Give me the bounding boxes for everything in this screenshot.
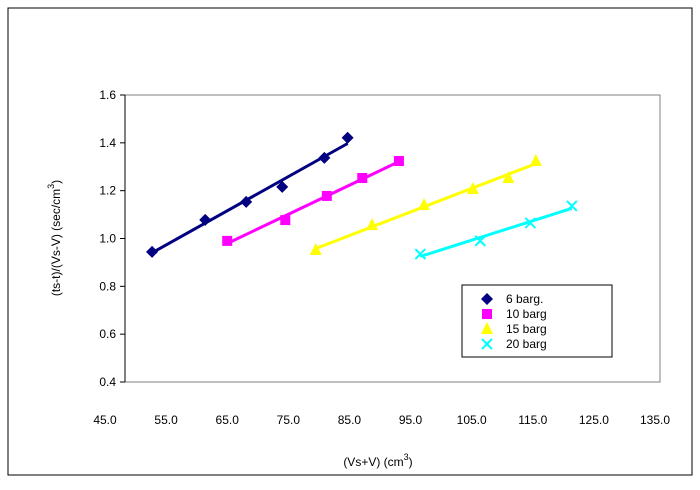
y-tick-label: 1.0 xyxy=(99,232,116,246)
marker xyxy=(357,173,367,183)
marker xyxy=(322,191,332,201)
x-tick-label: 105.0 xyxy=(457,413,487,427)
y-tick-label: 0.6 xyxy=(99,327,116,341)
x-tick-label: 135.0 xyxy=(640,413,670,427)
x-tick-label: 55.0 xyxy=(154,413,178,427)
x-tick-label: 65.0 xyxy=(216,413,240,427)
x-tick-label: 75.0 xyxy=(277,413,301,427)
x-axis-title: (Vs+V) (cm3) xyxy=(343,452,412,469)
legend-label: 10 barg xyxy=(506,307,547,321)
x-tick-label: 125.0 xyxy=(579,413,609,427)
x-axis-title-end: ) xyxy=(409,455,413,469)
x-tick-label: 85.0 xyxy=(338,413,362,427)
legend-label: 6 barg. xyxy=(506,292,543,306)
y-tick-label: 1.4 xyxy=(99,136,116,150)
y-axis-title: (ts-t)/(Vs-V) (sec/cm3) xyxy=(46,180,63,296)
x-tick-label: 115.0 xyxy=(518,413,547,427)
y-tick-label: 0.4 xyxy=(99,375,116,389)
y-axis-title-text: (ts-t)/(Vs-V) (sec/cm xyxy=(49,189,63,296)
legend-label: 15 barg xyxy=(506,322,547,336)
y-tick-label: 1.2 xyxy=(99,184,116,198)
x-tick-label: 95.0 xyxy=(399,413,423,427)
y-tick-label: 0.8 xyxy=(99,279,116,293)
marker xyxy=(394,156,404,166)
marker xyxy=(280,215,290,225)
y-axis-title-end: ) xyxy=(49,180,63,184)
legend-label: 20 barg xyxy=(506,337,547,351)
x-tick-label: 45.0 xyxy=(93,413,117,427)
chart: 0.4 0.6 0.8 1.0 1.2 1.4 1.6 45.0 55.0 65.0 75.0 85.… xyxy=(0,0,700,485)
x-axis-title-text: (Vs+V) (cm xyxy=(343,455,403,469)
marker xyxy=(482,309,492,319)
y-tick-label: 1.6 xyxy=(99,88,116,102)
marker xyxy=(222,236,232,246)
